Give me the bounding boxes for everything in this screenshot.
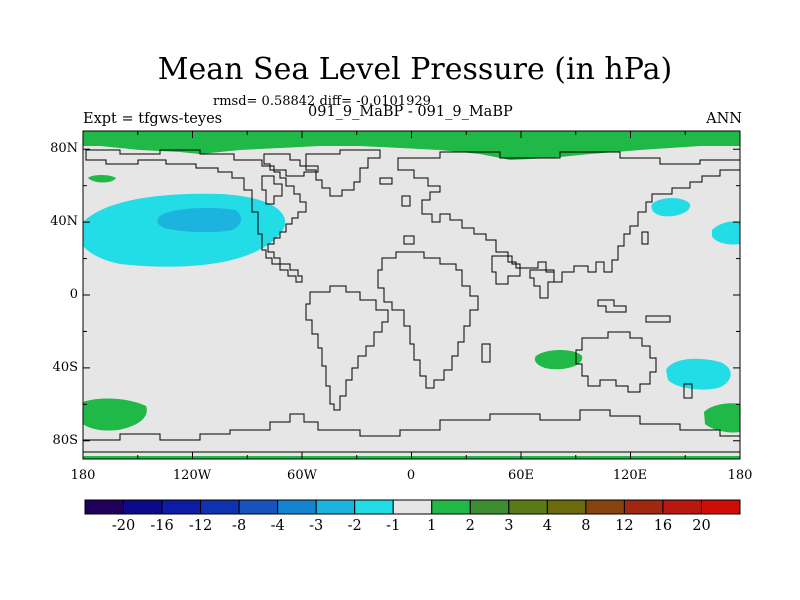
lon-label-60e: 60E: [507, 468, 535, 483]
lat-label-40n: 40N: [50, 214, 78, 229]
colorbar-label: -12: [188, 518, 213, 534]
colorbar-swatch: [431, 499, 471, 515]
colorbar: [84, 499, 741, 515]
colorbar-label: -1: [386, 518, 401, 534]
negative-region-north-atlantic: [712, 221, 740, 245]
coastline-japan: [641, 231, 649, 245]
colorbar-swatch: [700, 499, 741, 515]
colorbar-swatch: [84, 499, 125, 515]
coastline-australia: [575, 331, 657, 393]
colorbar-swatch: [392, 499, 433, 515]
negative-region-north-pacific-east: [651, 198, 691, 217]
colorbar-swatch: [469, 499, 510, 515]
coastline-india: [529, 269, 555, 299]
map-plot-area: [83, 131, 740, 459]
lat-label-40s: 40S: [52, 360, 78, 375]
page-title: Mean Sea Level Pressure (in hPa): [157, 52, 673, 87]
experiment-label: Expt = tfgws-teyes: [83, 111, 223, 127]
lon-label-180e: 180: [727, 468, 753, 483]
colorbar-label: 8: [581, 518, 591, 534]
coastline-south-america: [305, 285, 389, 411]
coastline-iceland: [379, 177, 393, 185]
positive-region-arctic: [83, 131, 740, 160]
colorbar-swatch: [508, 499, 548, 515]
subtitle: 091_9_MaBP - 091_9_MaBP: [308, 104, 513, 120]
colorbar-label: 4: [542, 518, 552, 534]
lon-label-60w: 60W: [287, 468, 317, 483]
lon-label-0: 0: [406, 468, 416, 483]
colorbar-label: 2: [465, 518, 475, 534]
positive-region-southern-ocean-east: [704, 403, 740, 433]
coastline-arctic-islands: [263, 153, 319, 177]
map-background: [83, 131, 740, 459]
colorbar-swatch: [315, 499, 356, 515]
coastlines: [82, 149, 741, 453]
coastline-antarctica: [82, 409, 741, 453]
axis-ticks: [82, 131, 741, 459]
colorbar-swatch: [585, 499, 625, 515]
colorbar-swatch: [354, 499, 394, 515]
coastline-new-guinea: [645, 315, 671, 323]
lat-label-0: 0: [69, 287, 78, 302]
colorbar-swatch: [277, 499, 317, 515]
coastline-madagascar: [481, 343, 491, 363]
colorbar-label: 1: [427, 518, 437, 534]
coastline-africa: [377, 251, 479, 389]
negative-region-south-pacific: [666, 358, 731, 390]
season-label: ANN: [706, 111, 742, 127]
colorbar-swatch: [662, 499, 702, 515]
colorbar-label: 20: [692, 518, 711, 534]
lat-label-80n: 80N: [50, 141, 78, 156]
colorbar-swatch: [161, 499, 202, 515]
colorbar-label: -3: [309, 518, 324, 534]
colorbar-swatch: [238, 499, 279, 515]
colorbar-swatch: [123, 499, 163, 515]
lon-label-120e: 120E: [612, 468, 648, 483]
colorbar-swatch: [546, 499, 587, 515]
colorbar-swatch: [623, 499, 664, 515]
colorbar-label: 16: [653, 518, 673, 534]
coastline-north-america: [85, 149, 307, 283]
coastline-new-zealand: [683, 383, 693, 399]
colorbar-label: -4: [270, 518, 285, 534]
lat-label-80s: 80S: [52, 433, 78, 448]
lon-label-120w: 120W: [172, 468, 212, 483]
coastline-arabia: [491, 255, 521, 285]
coastline-uk: [401, 195, 411, 207]
positive-region-north-pacific: [88, 175, 116, 183]
colorbar-label: 3: [504, 518, 514, 534]
colorbar-label: 12: [615, 518, 634, 534]
positive-region-southern-ocean-west: [83, 398, 147, 431]
colorbar-label: -8: [232, 518, 247, 534]
coastline-greenland: [305, 149, 381, 197]
colorbar-swatch: [200, 499, 240, 515]
colorbar-label: -20: [111, 518, 136, 534]
coastline-hudson-bay: [261, 175, 283, 205]
coastline-mediterranean: [403, 235, 415, 245]
lon-label-180w: 180: [70, 468, 96, 483]
positive-region-south-atlantic: [534, 350, 583, 370]
colorbar-label: -2: [347, 518, 362, 534]
coastline-indonesia: [597, 299, 627, 313]
negative-region-north-pacific-core: [157, 208, 242, 233]
colorbar-label: -16: [150, 518, 174, 534]
stats-label: rmsd= 0.58842 diff= -0.0101929: [213, 94, 431, 109]
